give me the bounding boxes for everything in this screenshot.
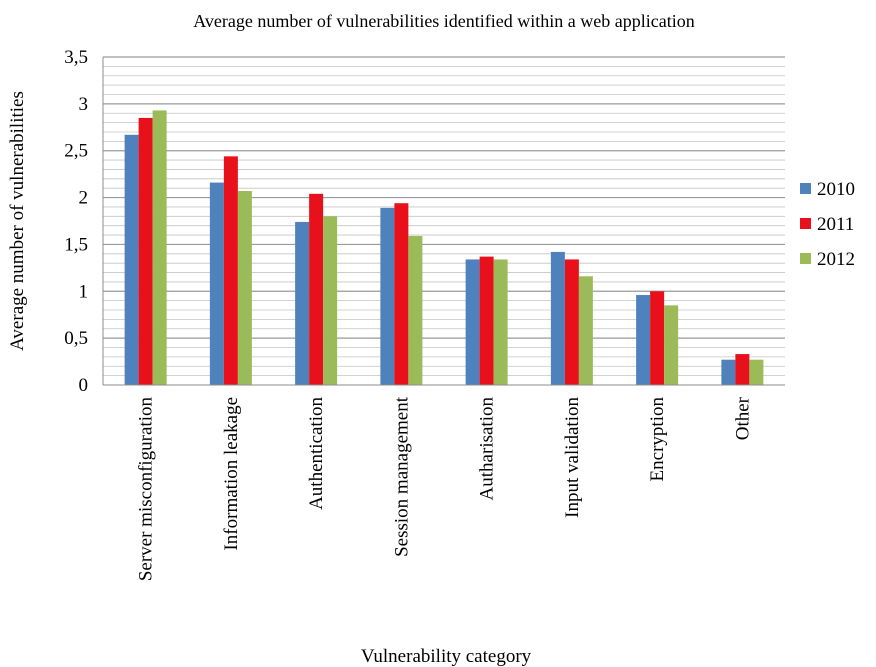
legend: 2010 2011 2012	[800, 179, 855, 270]
bar-2012	[408, 235, 423, 385]
bar-2011	[394, 203, 409, 385]
bars	[124, 110, 764, 386]
bar-2011	[650, 291, 665, 385]
y-tick-label: 2	[79, 188, 89, 209]
y-tick-label: 2,5	[64, 141, 88, 162]
x-tick-label: Server misconfiguration	[136, 397, 157, 582]
bar-2010	[209, 182, 224, 385]
y-axis-label: Average number of vulnerabilities	[7, 91, 28, 351]
legend-swatch	[800, 218, 811, 229]
y-axis-ticks: 0 0,5 1 1,5 2 2,5 3 3,5	[64, 47, 88, 396]
bar-2012	[237, 191, 252, 385]
bar-2011	[309, 193, 324, 385]
y-tick-label: 1,5	[64, 234, 88, 255]
x-axis-ticks: Server misconfiguration Information leaka…	[136, 396, 754, 581]
bar-2010	[124, 134, 139, 385]
x-axis-label: Vulnerability category	[361, 646, 532, 667]
gridlines	[103, 56, 785, 377]
legend-swatch	[800, 183, 811, 194]
x-tick-label: Autharisation	[477, 397, 498, 501]
legend-label: 2010	[817, 179, 855, 200]
bar-2011	[138, 117, 153, 386]
bar-2010	[380, 207, 395, 385]
bar-2012	[578, 276, 593, 385]
bar-2010	[636, 295, 651, 385]
x-tick-label: Information leakage	[221, 397, 242, 551]
x-tick-label: Other	[732, 396, 753, 440]
bar-2012	[152, 110, 167, 385]
x-tick-label: Authentication	[306, 397, 327, 510]
bar-2010	[721, 359, 736, 385]
bar-2011	[479, 256, 494, 385]
bar-2010	[550, 251, 565, 385]
bar-2012	[664, 305, 679, 385]
legend-label: 2011	[817, 214, 854, 235]
legend-label: 2012	[817, 249, 855, 270]
x-tick-label: Session management	[391, 396, 412, 557]
chart-title: Average number of vulnerabilities identi…	[193, 11, 695, 31]
bar-2010	[295, 221, 310, 385]
bar-2011	[735, 354, 750, 385]
y-tick-label: 0	[79, 375, 89, 396]
legend-swatch	[800, 253, 811, 264]
x-tick-label: Input validation	[562, 397, 583, 518]
bar-2012	[323, 216, 338, 385]
bar-2012	[493, 259, 508, 385]
y-tick-label: 3,5	[64, 47, 88, 68]
bar-2011	[564, 259, 579, 385]
x-tick-label: Encryption	[647, 397, 668, 482]
y-tick-label: 3	[79, 94, 89, 115]
bar-2010	[465, 259, 480, 385]
y-tick-label: 1	[79, 281, 89, 302]
y-tick-label: 0,5	[64, 328, 88, 349]
bar-2012	[749, 359, 764, 385]
bar-2011	[223, 156, 238, 385]
